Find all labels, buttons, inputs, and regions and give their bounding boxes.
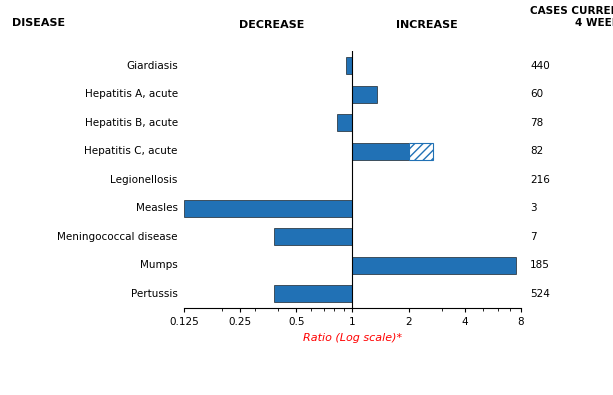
Text: CASES CURRENT
4 WEEKS: CASES CURRENT 4 WEEKS <box>530 6 613 28</box>
Text: Mumps: Mumps <box>140 260 178 270</box>
Bar <box>352 257 516 274</box>
Text: Meningococcal disease: Meningococcal disease <box>57 232 178 242</box>
Text: 7: 7 <box>530 232 537 242</box>
Text: 216: 216 <box>530 175 550 185</box>
Text: 78: 78 <box>530 118 544 128</box>
Text: Pertussis: Pertussis <box>131 289 178 299</box>
Bar <box>184 200 352 217</box>
Bar <box>274 228 352 245</box>
Text: 60: 60 <box>530 89 543 99</box>
Bar <box>274 285 352 303</box>
X-axis label: Ratio (Log scale)*: Ratio (Log scale)* <box>303 333 402 343</box>
Text: 440: 440 <box>530 60 550 71</box>
Text: 3: 3 <box>530 203 537 213</box>
Bar <box>346 57 352 74</box>
Text: Legionellosis: Legionellosis <box>110 175 178 185</box>
Text: INCREASE: INCREASE <box>396 20 458 30</box>
Bar <box>409 143 433 160</box>
Text: 185: 185 <box>530 260 550 270</box>
Bar <box>337 114 352 131</box>
Text: Hepatitis B, acute: Hepatitis B, acute <box>85 118 178 128</box>
Text: 82: 82 <box>530 146 544 156</box>
Text: Giardiasis: Giardiasis <box>126 60 178 71</box>
Text: Hepatitis C, acute: Hepatitis C, acute <box>85 146 178 156</box>
Text: Measles: Measles <box>135 203 178 213</box>
Text: 524: 524 <box>530 289 550 299</box>
Bar <box>352 86 377 103</box>
Text: Hepatitis A, acute: Hepatitis A, acute <box>85 89 178 99</box>
Text: DISEASE: DISEASE <box>12 18 66 28</box>
Bar <box>352 143 409 160</box>
Text: DECREASE: DECREASE <box>239 20 305 30</box>
